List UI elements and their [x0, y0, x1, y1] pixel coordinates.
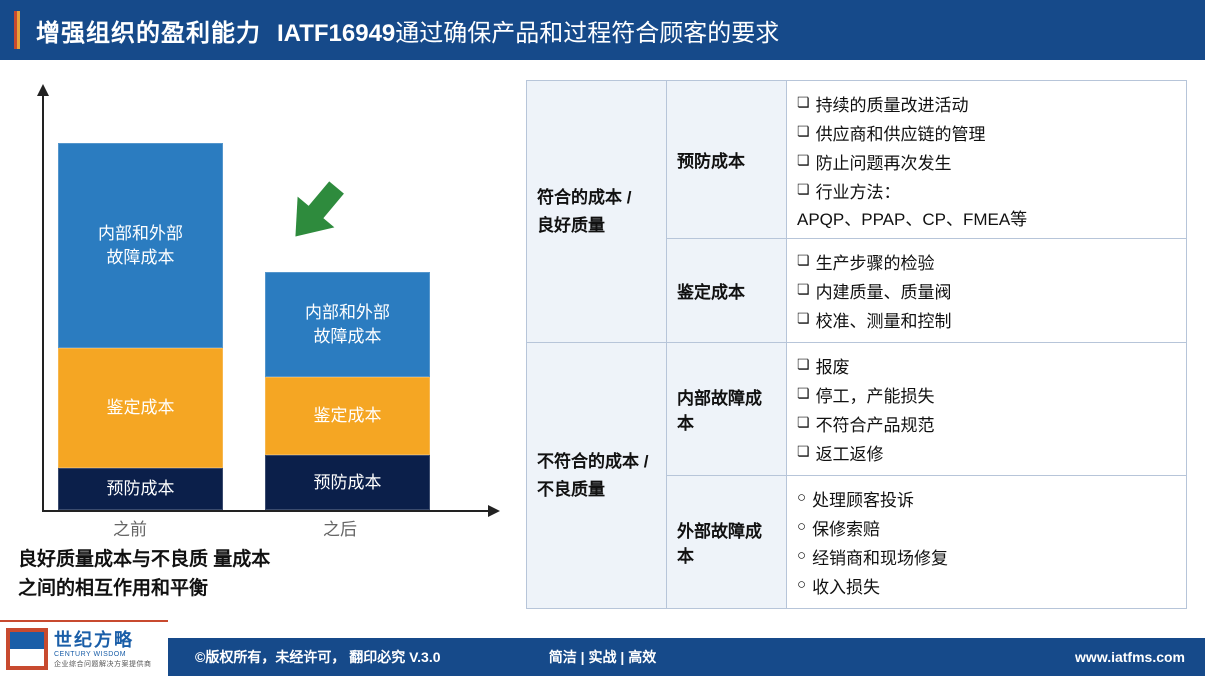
- footer-middle: 简洁 | 实战 | 高效: [549, 647, 656, 667]
- y-axis: [42, 86, 44, 512]
- header-accent: [14, 11, 20, 49]
- list-item: 持续的质量改进活动: [797, 89, 1176, 118]
- header-title: 增强组织的盈利能力: [36, 13, 261, 48]
- bullet-list: 生产步骤的检验内建质量、质量阀校准、测量和控制: [797, 247, 1176, 334]
- subcategory-cell: 内部故障成本: [667, 343, 787, 476]
- detail-cell: 报废停工，产能损失不符合产品规范返工返修: [787, 343, 1187, 476]
- bullet-list: 持续的质量改进活动供应商和供应链的管理防止问题再次发生行业方法：: [797, 89, 1176, 205]
- subcategory-cell: 预防成本: [667, 81, 787, 239]
- table-row: 不符合的成本 /不良质量内部故障成本报废停工，产能损失不符合产品规范返工返修: [527, 343, 1187, 476]
- detail-cell: 处理顾客投诉保修索赔经销商和现场修复收入损失: [787, 476, 1187, 609]
- footer-copyright: ©版权所有，未经许可， 翻印必究 V.3.0: [195, 647, 441, 667]
- bar-0-seg-1: 鉴定成本: [58, 348, 223, 468]
- bars-container: 内部和外部故障成本鉴定成本预防成本内部和外部故障成本鉴定成本预防成本: [58, 143, 430, 510]
- detail-cell: 持续的质量改进活动供应商和供应链的管理防止问题再次发生行业方法：APQP、PPA…: [787, 81, 1187, 239]
- bar-0-seg-0: 内部和外部故障成本: [58, 143, 223, 348]
- header-subtitle-bold: IATF16949: [277, 20, 395, 47]
- detail-cell: 生产步骤的检验内建质量、质量阀校准、测量和控制: [787, 239, 1187, 343]
- list-item: 内建质量、质量阀: [797, 276, 1176, 305]
- slide-header: 增强组织的盈利能力 IATF16949通过确保产品和过程符合顾客的要求: [0, 0, 1205, 60]
- category-cell: 不符合的成本 /不良质量: [527, 343, 667, 609]
- content-area: 内部和外部故障成本鉴定成本预防成本内部和外部故障成本鉴定成本预防成本 之前 之后…: [0, 60, 1205, 609]
- right-panel: 符合的成本 /良好质量预防成本持续的质量改进活动供应商和供应链的管理防止问题再次…: [526, 80, 1187, 609]
- list-item: 收入损失: [797, 571, 1176, 600]
- list-item: 处理顾客投诉: [797, 484, 1176, 513]
- category-cell: 符合的成本 /良好质量: [527, 81, 667, 343]
- chart-caption: 良好质量成本与不良质 量成本之间的相互作用和平衡: [18, 546, 508, 603]
- logo-icon: [6, 628, 48, 670]
- x-axis: [42, 510, 498, 512]
- list-item: 停工，产能损失: [797, 380, 1176, 409]
- bar-label-after: 之后: [323, 515, 357, 540]
- footer-url: www.iatfms.com: [1075, 649, 1185, 665]
- left-panel: 内部和外部故障成本鉴定成本预防成本内部和外部故障成本鉴定成本预防成本 之前 之后…: [18, 80, 508, 609]
- list-item: 供应商和供应链的管理: [797, 118, 1176, 147]
- list-item: 报废: [797, 351, 1176, 380]
- logo-en: CENTURY WISDOM: [54, 651, 152, 658]
- list-item: 防止问题再次发生: [797, 147, 1176, 176]
- logo-cn: 世纪方略: [54, 631, 152, 649]
- footer-bar: ©版权所有，未经许可， 翻印必究 V.3.0 简洁 | 实战 | 高效 www.…: [0, 638, 1205, 676]
- list-item: 生产步骤的检验: [797, 247, 1176, 276]
- header-subtitle: IATF16949通过确保产品和过程符合顾客的要求: [277, 13, 779, 48]
- logo-box: 世纪方略 CENTURY WISDOM 企业综合问题解决方案提供商: [0, 620, 168, 676]
- bar-1-seg-1: 鉴定成本: [265, 377, 430, 455]
- bullet-list: 报废停工，产能损失不符合产品规范返工返修: [797, 351, 1176, 467]
- extra-text: APQP、PPAP、CP、FMEA等: [797, 205, 1176, 230]
- subcategory-cell: 外部故障成本: [667, 476, 787, 609]
- bar-1-seg-2: 预防成本: [265, 455, 430, 510]
- bar-1-seg-0: 内部和外部故障成本: [265, 272, 430, 377]
- bullet-list: 处理顾客投诉保修索赔经销商和现场修复收入损失: [797, 484, 1176, 600]
- list-item: 返工返修: [797, 438, 1176, 467]
- list-item: 经销商和现场修复: [797, 542, 1176, 571]
- list-item: 保修索赔: [797, 513, 1176, 542]
- bar-label-before: 之前: [113, 515, 147, 540]
- list-item: 校准、测量和控制: [797, 305, 1176, 334]
- bar-0-seg-2: 预防成本: [58, 468, 223, 510]
- cost-chart: 内部和外部故障成本鉴定成本预防成本内部和外部故障成本鉴定成本预防成本 之前 之后: [18, 80, 508, 540]
- header-subtitle-rest: 通过确保产品和过程符合顾客的要求: [395, 20, 779, 47]
- logo-tag: 企业综合问题解决方案提供商: [54, 661, 152, 668]
- table-row: 符合的成本 /良好质量预防成本持续的质量改进活动供应商和供应链的管理防止问题再次…: [527, 81, 1187, 239]
- bar-1: 内部和外部故障成本鉴定成本预防成本: [265, 272, 430, 510]
- logo-text: 世纪方略 CENTURY WISDOM 企业综合问题解决方案提供商: [54, 631, 152, 668]
- list-item: 行业方法：: [797, 176, 1176, 205]
- cost-table: 符合的成本 /良好质量预防成本持续的质量改进活动供应商和供应链的管理防止问题再次…: [526, 80, 1187, 609]
- subcategory-cell: 鉴定成本: [667, 239, 787, 343]
- bar-0: 内部和外部故障成本鉴定成本预防成本: [58, 143, 223, 510]
- list-item: 不符合产品规范: [797, 409, 1176, 438]
